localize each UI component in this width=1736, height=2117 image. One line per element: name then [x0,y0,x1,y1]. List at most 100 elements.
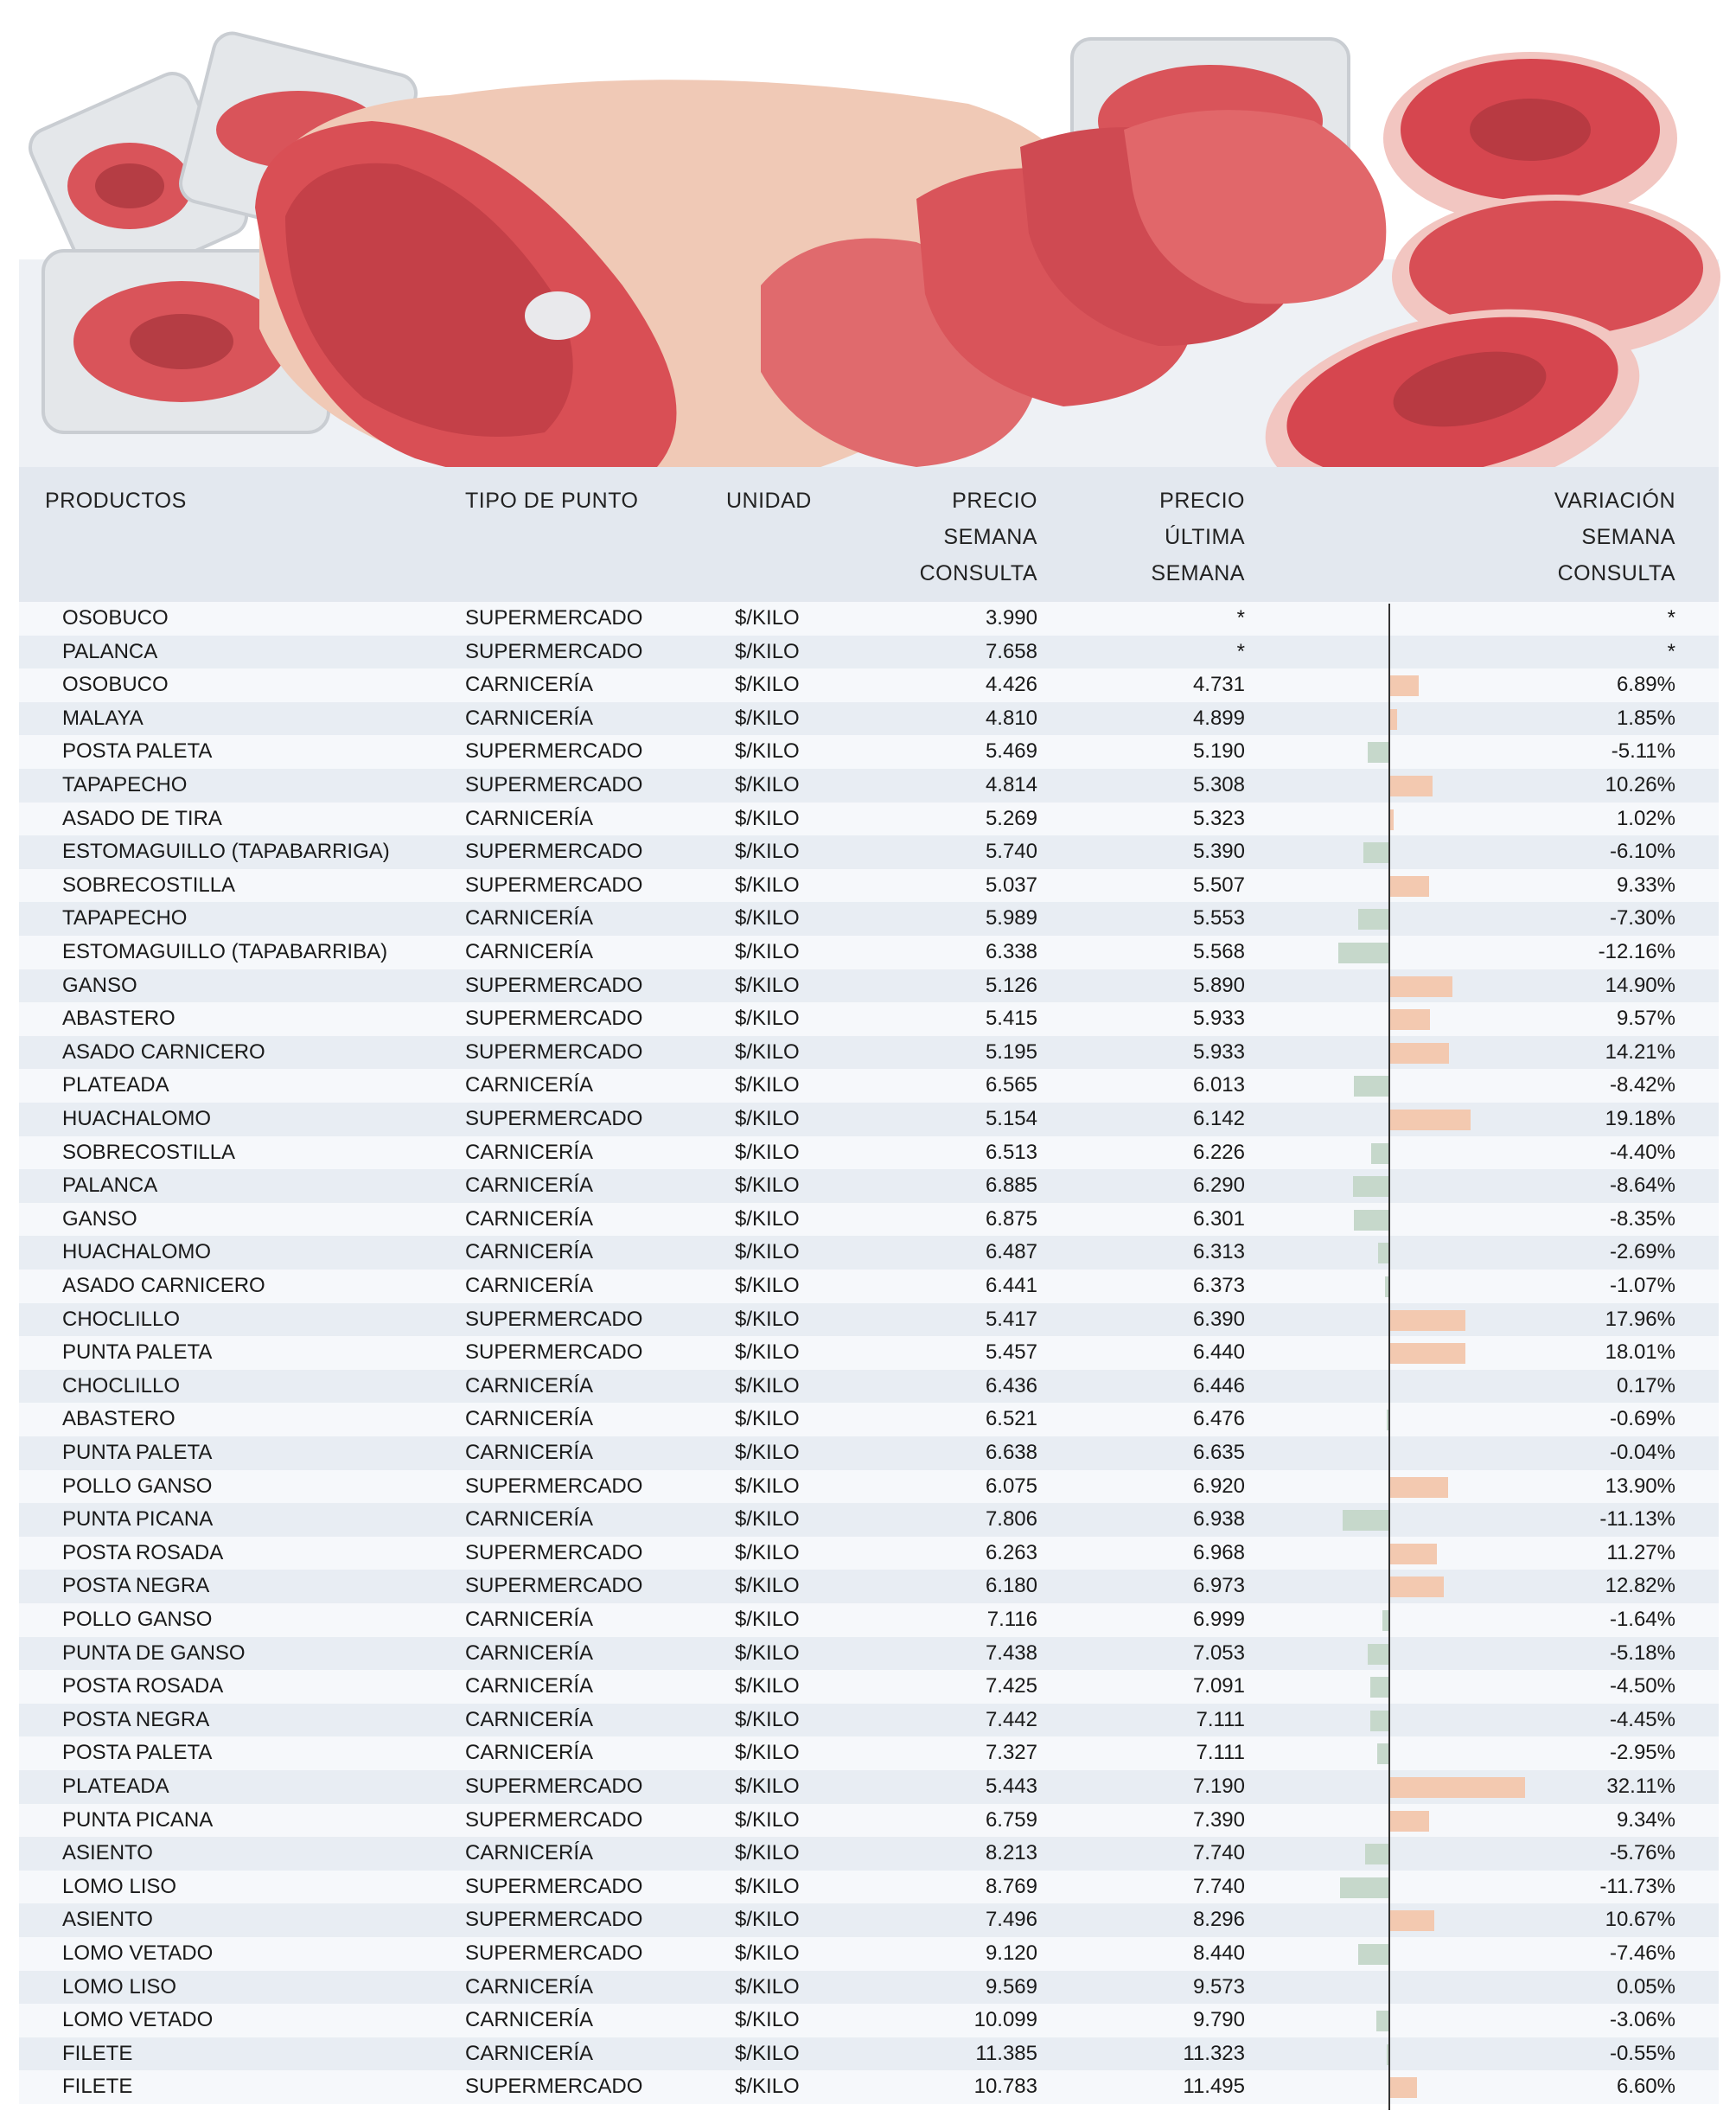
table-row: ABASTERO CARNICERÍA $/KILO 6.521 6.476 -0.69% [19,1403,1719,1436]
cell-tipo-de-punto: SUPERMERCADO [465,2075,643,2099]
cell-tipo-de-punto: CARNICERÍA [465,1274,594,1297]
table-row: ASIENTO CARNICERÍA $/KILO 8.213 7.740 -5.76% [19,1837,1719,1871]
variation-bar [1382,1610,1389,1631]
cell-precio-semana-consulta: 5.469 [985,739,1037,764]
cell-tipo-de-punto: SUPERMERCADO [465,1807,643,1832]
cell-tipo-de-punto: SUPERMERCADO [465,1574,643,1598]
header-precio-semana-line2: SEMANA [943,525,1037,549]
table-row: PUNTA PICANA CARNICERÍA $/KILO 7.806 6.938 -1… [19,1503,1719,1537]
table-row: LOMO LISO SUPERMERCADO $/KILO 8.769 7.740 -11… [19,1870,1719,1904]
cell-precio-ultima-semana: 6.476 [1192,1407,1245,1431]
cell-producto: ESTOMAGUILLO (TAPABARRIGA) [62,840,390,864]
cell-precio-semana-consulta: 5.740 [985,840,1037,864]
cell-variacion: -4.40% [1609,1140,1675,1164]
cell-unidad: $/KILO [735,906,800,931]
table-row: TAPAPECHO SUPERMERCADO $/KILO 4.814 5.308 10.… [19,769,1719,803]
cell-precio-semana-consulta: 6.436 [985,1373,1037,1397]
variation-bar [1337,943,1389,963]
cell-variacion: * [1667,606,1675,630]
variation-bar [1389,1810,1429,1832]
cell-precio-semana-consulta: 7.425 [985,1674,1037,1698]
cell-precio-ultima-semana: 5.890 [1192,973,1245,997]
cell-tipo-de-punto: CARNICERÍA [465,1741,594,1765]
cell-unidad: $/KILO [735,1474,800,1498]
cell-precio-ultima-semana: 5.933 [1192,1039,1245,1064]
cell-tipo-de-punto: CARNICERÍA [465,906,594,931]
cell-precio-ultima-semana: 7.111 [1196,1707,1246,1731]
cell-precio-ultima-semana: 6.301 [1192,1206,1245,1231]
cell-precio-semana-consulta: 7.806 [985,1507,1037,1532]
cell-producto: PALANCA [62,639,158,663]
cell-variacion: -0.04% [1609,1441,1675,1464]
cell-unidad: $/KILO [735,1073,800,1097]
table-row: ESTOMAGUILLO (TAPABARRIGA) SUPERMERCADO $/… [19,835,1719,869]
cell-tipo-de-punto: SUPERMERCADO [465,840,643,864]
cell-tipo-de-punto: CARNICERÍA [465,1507,594,1532]
cell-tipo-de-punto: CARNICERÍA [465,1206,594,1231]
variation-bar [1389,1110,1471,1130]
cell-variacion: -1.64% [1609,1608,1675,1631]
variation-bar [1389,1343,1465,1365]
cell-tipo-de-punto: CARNICERÍA [465,1073,594,1097]
cell-tipo-de-punto: SUPERMERCADO [465,1941,643,1965]
cell-precio-ultima-semana: 7.190 [1192,1775,1245,1798]
cell-precio-semana-consulta: 10.099 [973,2008,1037,2032]
cell-producto: GANSO [62,1206,137,1231]
cell-variacion: * [1667,639,1675,663]
cell-producto: POSTA NEGRA [62,1707,210,1731]
cell-unidad: $/KILO [735,2075,800,2099]
cell-producto: PLATEADA [62,1073,169,1097]
cell-precio-semana-consulta: 6.638 [985,1441,1037,1464]
cell-variacion: -2.69% [1609,1240,1675,1264]
variation-bar [1370,1677,1389,1698]
steaks-right [1265,52,1720,504]
cell-variacion: -4.45% [1609,1707,1675,1731]
cell-precio-ultima-semana: 8.296 [1192,1908,1245,1932]
header-precio-ultima-semana: PRECIO ÚLTIMA SEMANA [1151,483,1245,592]
cell-unidad: $/KILO [735,1206,800,1231]
header-variacion-line3: CONSULTA [1557,561,1675,585]
cell-variacion: 11.27% [1606,1540,1675,1564]
table-row: ABASTERO SUPERMERCADO $/KILO 5.415 5.933 9.57… [19,1002,1719,1036]
cell-variacion: 10.67% [1605,1908,1675,1932]
cell-variacion: -4.50% [1609,1674,1675,1698]
cell-unidad: $/KILO [735,873,800,897]
cell-precio-ultima-semana: 6.968 [1192,1540,1245,1564]
cell-unidad: $/KILO [735,1674,800,1698]
cell-unidad: $/KILO [735,840,800,864]
cell-precio-semana-consulta: 5.457 [985,1340,1037,1365]
table-row: OSOBUCO CARNICERÍA $/KILO 4.426 4.731 6.89% [19,668,1719,702]
header-precio-ultima-line2: ÚLTIMA [1165,525,1245,549]
header-variacion-line1: VARIACIÓN [1554,489,1675,513]
cell-tipo-de-punto: CARNICERÍA [465,2008,594,2032]
cell-precio-semana-consulta: 6.521 [985,1407,1037,1431]
cell-producto: LOMO VETADO [62,2008,214,2032]
cell-variacion: -11.73% [1599,1874,1675,1898]
cell-precio-semana-consulta: 11.385 [975,2041,1037,2065]
cell-precio-semana-consulta: 7.327 [985,1741,1037,1765]
header-precio-ultima-line1: PRECIO [1159,489,1245,513]
cell-precio-semana-consulta: 6.513 [985,1140,1037,1164]
cell-precio-ultima-semana: 7.091 [1192,1674,1245,1698]
variation-bar [1389,2077,1418,2099]
cell-precio-ultima-semana: * [1236,606,1245,630]
steak-slices [761,110,1387,467]
cell-producto: CHOCLILLO [62,1373,181,1397]
cell-tipo-de-punto: SUPERMERCADO [465,1775,643,1798]
cell-variacion: 0.05% [1616,1974,1675,1999]
cell-precio-ultima-semana: 4.731 [1192,673,1245,697]
table-row: ASADO CARNICERO CARNICERÍA $/KILO 6.441 6.37… [19,1270,1719,1303]
table-row: FILETE SUPERMERCADO $/KILO 10.783 11.495 6.60… [19,2070,1719,2104]
cell-unidad: $/KILO [735,1540,800,1564]
variation-bar [1389,1309,1465,1331]
variation-bar [1389,809,1394,830]
cell-producto: GANSO [62,973,137,997]
cell-tipo-de-punto: CARNICERÍA [465,673,594,697]
cell-producto: PUNTA PALETA [62,1441,213,1464]
table-row: FILETE CARNICERÍA $/KILO 11.385 11.323 -0.55% [19,2037,1719,2071]
cell-producto: FILETE [62,2041,133,2065]
variation-bar [1342,1510,1389,1532]
variation-bar [1389,875,1429,897]
cell-producto: OSOBUCO [62,673,169,697]
cell-tipo-de-punto: CARNICERÍA [465,1373,594,1397]
